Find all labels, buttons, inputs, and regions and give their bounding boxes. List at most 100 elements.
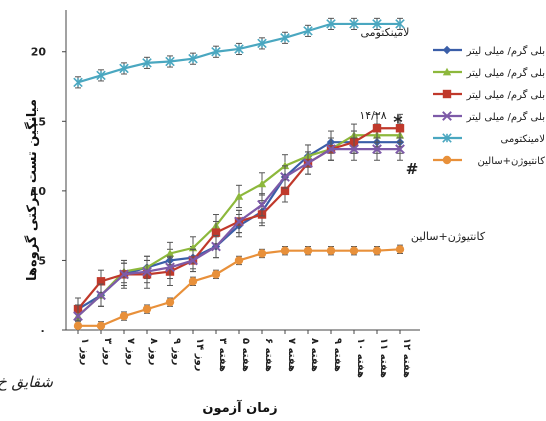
plot-area: ۰ 5 10 15 20 روز ۱ روز ۳ روز ۷ روز ۸ روز ۹ روز ۱۴ ه… bbox=[31, 10, 420, 378]
data-point bbox=[372, 144, 382, 155]
legend-label: بلی گرم/ میلی لیتر bbox=[466, 45, 545, 57]
x-tick-label: هفته ۱۲ bbox=[401, 338, 412, 378]
data-point bbox=[303, 158, 313, 168]
data-point bbox=[303, 246, 313, 255]
legend-item: بلی گرم/ میلی لیتر bbox=[433, 45, 545, 57]
data-point bbox=[280, 172, 290, 182]
data-point bbox=[280, 186, 290, 196]
data-point bbox=[372, 124, 382, 133]
data-point bbox=[326, 246, 336, 255]
data-point bbox=[349, 144, 359, 155]
y-tick-label: 10 bbox=[31, 185, 47, 198]
hash-mark: # bbox=[406, 160, 419, 178]
x-axis-title: زمان آزمون bbox=[202, 399, 277, 416]
y-tick-label: ۰ bbox=[39, 324, 46, 337]
data-point bbox=[303, 26, 313, 36]
data-point bbox=[73, 321, 83, 331]
x-tick-label: هفته ۱۱ bbox=[378, 338, 389, 378]
legend-marker bbox=[442, 67, 452, 76]
x-tick-label: هفته ۷ bbox=[286, 338, 297, 372]
data-point bbox=[188, 53, 198, 64]
data-point bbox=[119, 269, 129, 280]
data-point bbox=[188, 255, 198, 266]
series-6 bbox=[73, 244, 405, 331]
data-point bbox=[257, 38, 267, 49]
data-point bbox=[119, 311, 129, 321]
data-point bbox=[257, 179, 267, 188]
data-point bbox=[188, 277, 198, 286]
data-point bbox=[165, 249, 175, 257]
data-point bbox=[96, 70, 106, 81]
legend-item: بلی گرم/ میلی لیتر bbox=[433, 89, 545, 101]
data-point bbox=[395, 245, 405, 254]
x-tick-label: هفته ۳ bbox=[217, 338, 228, 372]
data-point bbox=[165, 297, 175, 307]
data-point bbox=[372, 19, 382, 29]
x-tick-label: هفته ۱۰ bbox=[355, 338, 366, 378]
data-point bbox=[234, 256, 244, 265]
legend-marker bbox=[442, 89, 452, 99]
legend-item: بلی گرم/ میلی لیتر bbox=[433, 67, 545, 79]
legend-marker bbox=[442, 133, 452, 143]
data-point bbox=[326, 144, 336, 155]
data-point bbox=[257, 249, 267, 258]
data-point bbox=[211, 46, 221, 57]
data-point bbox=[372, 246, 382, 255]
x-tick-label: هفته ۸ bbox=[309, 338, 320, 372]
x-tick-label: هفته ۹ bbox=[332, 338, 343, 372]
x-tick-label: روز ۷ bbox=[125, 338, 136, 366]
data-point bbox=[142, 304, 152, 314]
data-point bbox=[395, 124, 405, 133]
series-5 bbox=[73, 17, 405, 89]
data-point bbox=[395, 144, 405, 155]
data-point bbox=[234, 216, 244, 227]
y-tick-label: 5 bbox=[38, 254, 46, 267]
legend-item: کانتیوژن+سالین bbox=[433, 155, 546, 167]
data-point bbox=[165, 262, 175, 273]
data-point bbox=[349, 19, 359, 29]
significance-value: ۱۴/۲۸ bbox=[359, 109, 386, 122]
data-point bbox=[96, 321, 106, 331]
data-point bbox=[234, 44, 244, 54]
legend: بلی گرم/ میلی لیتر بلی گرم/ میلی لیتر بلی … bbox=[433, 45, 545, 167]
x-tick-label: روز ۱ bbox=[79, 338, 90, 366]
y-axis-title: میانگین تست حرکتی گروه‌ها bbox=[24, 99, 40, 281]
y-tick-label: 15 bbox=[31, 115, 46, 128]
legend-marker bbox=[442, 111, 452, 121]
data-point bbox=[280, 246, 290, 255]
data-point bbox=[349, 246, 359, 255]
asterisk-mark: * bbox=[393, 112, 403, 133]
data-point bbox=[73, 311, 83, 321]
data-point bbox=[280, 33, 290, 43]
legend-item: بلی گرم/ میلی لیتر bbox=[433, 111, 545, 123]
legend-label: کانتیوژن+سالین bbox=[478, 156, 546, 167]
x-tick-label: روز ۹ bbox=[171, 338, 182, 366]
data-point bbox=[326, 19, 336, 29]
x-tick-label: هفته ۵ bbox=[240, 338, 251, 372]
data-point bbox=[142, 266, 152, 277]
series-4 bbox=[73, 137, 405, 328]
signature: شقایق خ bbox=[0, 373, 53, 391]
data-point bbox=[395, 19, 405, 29]
data-point bbox=[73, 77, 83, 88]
data-point bbox=[96, 277, 106, 286]
x-tick-label: روز ۸ bbox=[148, 338, 159, 366]
data-point bbox=[234, 192, 244, 200]
data-point bbox=[211, 270, 221, 279]
legend-marker bbox=[442, 155, 452, 165]
legend-label: بلی گرم/ میلی لیتر bbox=[466, 89, 545, 101]
data-point bbox=[211, 228, 221, 237]
y-tick-label: 20 bbox=[31, 46, 47, 59]
x-tick-label: هفته ۶ bbox=[263, 338, 274, 372]
saline-label: کانتیوژن+سالین bbox=[411, 230, 486, 243]
legend-label: لامینکتومی bbox=[501, 134, 546, 145]
data-point bbox=[165, 56, 175, 67]
x-tick-label: روز ۳ bbox=[102, 338, 113, 366]
x-tick-label: روز ۱۴ bbox=[194, 338, 205, 372]
data-point bbox=[96, 290, 106, 301]
data-point bbox=[211, 241, 221, 252]
legend-item: لامینکتومی bbox=[433, 133, 546, 145]
data-point bbox=[257, 199, 267, 210]
data-point bbox=[119, 63, 129, 74]
